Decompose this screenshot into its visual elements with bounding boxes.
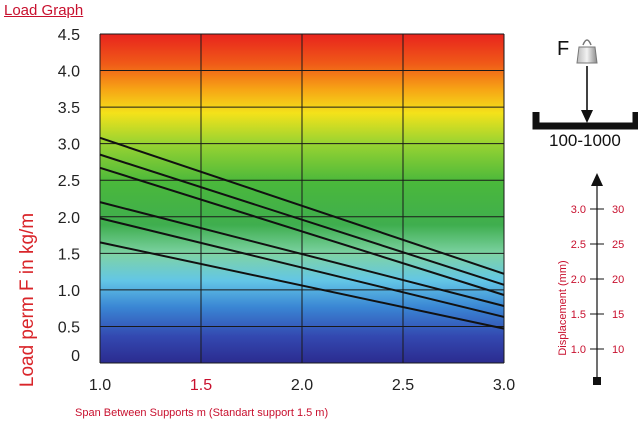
load-curve-4 [99,201,505,307]
x-tick-label: 3.0 [493,377,515,394]
load-curve-1 [99,136,505,275]
x-tick-label: 2.0 [291,377,313,394]
displacement-ticks: 3.0 30 2.5 25 2.0 20 1.5 15 1.0 10 [571,204,625,356]
x-tick-label: 2.5 [392,377,414,394]
weight-icon [576,39,598,64]
load-curve-2 [99,153,505,286]
displacement-left-tick-label: 2.5 [571,239,586,251]
displacement-right-tick-label: 15 [612,309,624,321]
load-curves [99,136,505,330]
load-curve-5 [99,217,505,318]
y-tick-label: 0 [71,348,80,365]
force-label: F [557,38,570,60]
displacement-right-tick-label: 25 [612,239,624,251]
x-tick-labels: 1.0 1.5 2.0 2.5 3.0 [89,377,515,394]
profile-label: 100-1000 [549,131,621,150]
y-tick-label: 1.0 [58,283,80,300]
y-tick-label: 1.5 [58,246,80,263]
load-curve-3 [99,166,505,296]
y-tick-label: 4.5 [58,27,80,44]
displacement-right-tick-label: 10 [612,344,624,356]
displacement-left-tick-label: 1.0 [571,344,586,356]
displacement-left-tick-label: 2.0 [571,274,586,286]
displacement-axis-end [593,377,601,385]
x-axis-label: Span Between Supports m (Standart suppor… [75,407,329,419]
y-tick-label: 3.0 [58,137,80,154]
load-curve-6 [99,241,505,330]
y-tick-label: 4.0 [58,64,80,81]
y-axis-label: Load perm F in kg/m [17,212,38,388]
displacement-right-tick-label: 30 [612,204,624,216]
chart-title: Load Graph [4,2,84,19]
y-tick-label: 0.5 [58,319,80,336]
force-arrow-head [581,110,593,123]
displacement-left-tick-label: 3.0 [571,204,586,216]
displacement-right-tick-label: 20 [612,274,624,286]
support-profile [532,112,638,130]
x-tick-label: 1.5 [190,377,212,394]
grid-lines [99,33,505,364]
y-tick-label: 3.5 [58,100,80,117]
y-tick-label: 2.5 [58,173,80,190]
displacement-label: Displacement (mm) [557,260,569,356]
displacement-arrow-head [591,173,603,186]
y-tick-labels: 0 0.5 1.0 1.5 2.0 2.5 3.0 3.5 4.0 4.5 [58,27,80,365]
x-tick-label: 1.0 [89,377,111,394]
y-tick-label: 2.0 [58,210,80,227]
displacement-left-tick-label: 1.5 [571,309,586,321]
